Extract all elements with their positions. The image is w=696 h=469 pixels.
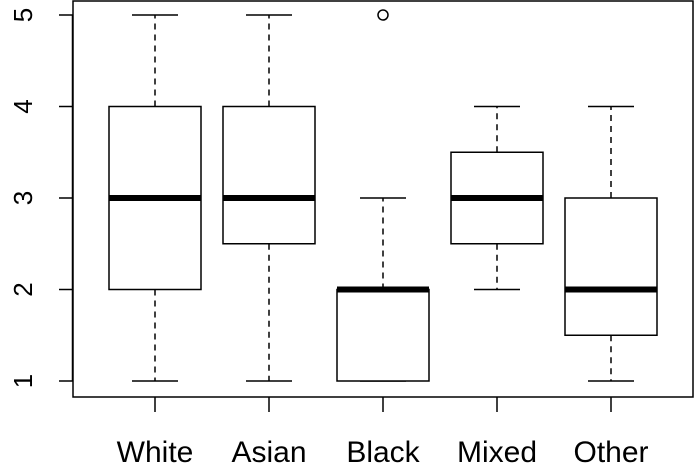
y-tick-label: 5 [8, 8, 38, 22]
box-mixed [450, 105, 544, 291]
box-series [108, 9, 658, 382]
x-tick-label: Asian [231, 436, 306, 469]
box-asian [222, 14, 316, 382]
box-iqr [564, 197, 658, 336]
y-tick-label: 2 [8, 282, 38, 296]
box-black [336, 9, 430, 382]
box-iqr [336, 288, 430, 382]
x-axis: White Asian Black Mixed Other [117, 397, 649, 469]
outlier-point [377, 9, 389, 21]
y-tick-label: 4 [8, 99, 38, 113]
y-tick-label: 3 [8, 191, 38, 205]
box-white [108, 14, 202, 382]
box-iqr [222, 105, 316, 245]
y-tick-label: 1 [8, 374, 38, 388]
x-tick-label: Mixed [457, 436, 537, 469]
x-tick-label: White [117, 436, 194, 469]
y-axis: 1 2 3 4 5 [8, 8, 74, 388]
x-tick-label: Other [573, 436, 648, 469]
box-other [564, 105, 658, 382]
x-tick-label: Black [346, 436, 420, 469]
